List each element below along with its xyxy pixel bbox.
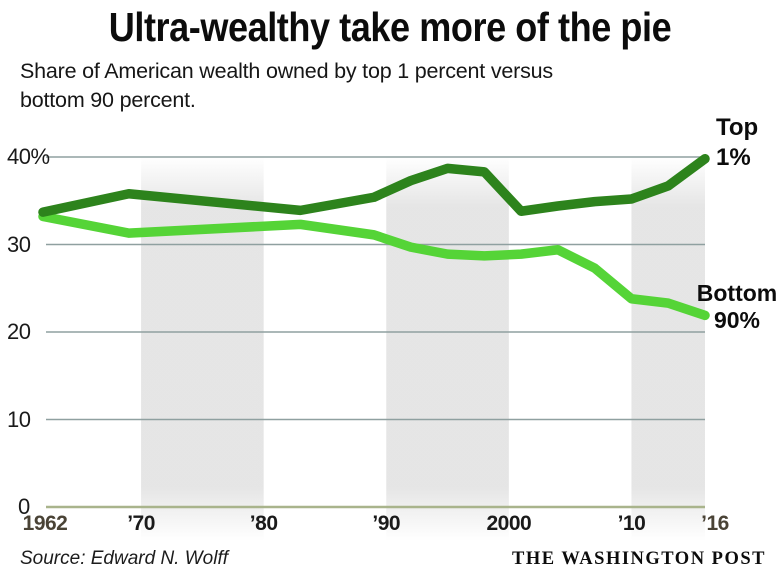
chart-title: Ultra-wealthy take more of the pie (108, 4, 672, 50)
recession-style-shaded-bands (141, 157, 705, 541)
y-axis-label: 20 (7, 319, 31, 344)
x-axis-label: ’70 (127, 512, 155, 535)
line-bottom-90- (38, 211, 710, 321)
x-axis-label: 1962 (22, 512, 68, 535)
y-axis-label: 10 (7, 406, 31, 432)
shaded-band (631, 157, 705, 541)
shaded-band (141, 157, 264, 541)
publisher-credit: THE WASHINGTON POST (512, 549, 766, 569)
line-top-1- (38, 154, 710, 217)
y-axis-label: 40% (7, 144, 50, 169)
x-axis-label: 2000 (486, 512, 532, 535)
data-lines (38, 154, 710, 321)
y-axis-label: 30 (7, 231, 31, 257)
gridlines (46, 156, 705, 509)
x-axis-label: ’16 (701, 512, 729, 535)
source-note: Source: Edward N. Wolff (20, 548, 229, 569)
shaded-band (386, 157, 509, 541)
legend-top-1-percent-label: Top 1% (716, 114, 759, 171)
chart-subtitle: Share of American wealth owned by top 1 … (20, 59, 553, 112)
x-axis-label: ’10 (617, 512, 646, 535)
x-axis-label: ’80 (249, 512, 278, 535)
y-axis-label: 0 (18, 494, 30, 519)
x-axis-label: ’90 (372, 512, 401, 535)
legend-bottom-90-percent-label: Bottom 90% (696, 280, 778, 333)
